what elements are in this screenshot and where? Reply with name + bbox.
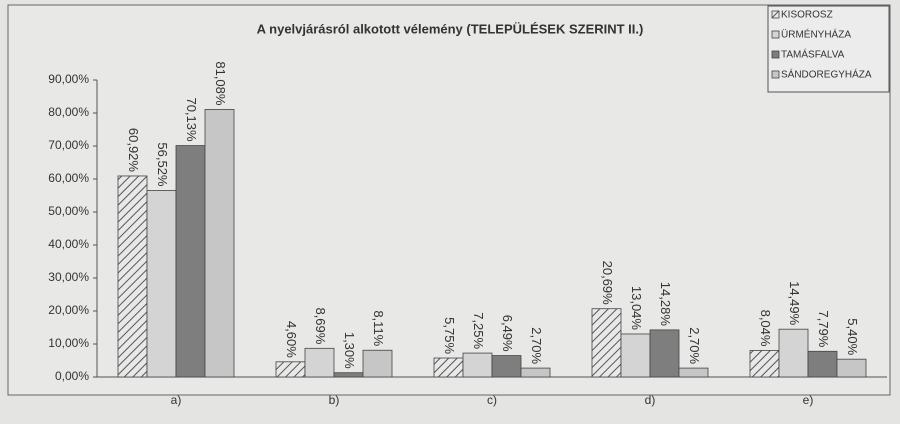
- legend-swatch: [771, 30, 780, 39]
- y-tick-label: 20,00%: [48, 303, 89, 317]
- x-tick-label: a): [171, 393, 182, 407]
- value-label: 20,69%: [600, 261, 615, 306]
- chart-title: A nyelvjárásról alkotott vélemény (TELEP…: [257, 21, 644, 36]
- value-label: 81,08%: [213, 61, 228, 106]
- y-tick-label: 80,00%: [48, 105, 89, 119]
- bar: [175, 145, 206, 378]
- value-label: 7,25%: [471, 312, 486, 349]
- value-label: 14,49%: [787, 281, 802, 326]
- bar: [778, 328, 809, 378]
- value-label: 2,70%: [529, 327, 544, 364]
- y-tick-label: 60,00%: [48, 171, 89, 185]
- bar: [749, 350, 780, 378]
- bar: [491, 355, 522, 378]
- y-tick-label: 50,00%: [48, 204, 89, 218]
- value-label: 56,52%: [155, 142, 170, 187]
- y-tick-label: 0,00%: [55, 369, 89, 383]
- bar: [433, 357, 464, 378]
- legend-swatch: [771, 10, 780, 19]
- value-label: 2,70%: [687, 327, 702, 364]
- value-label: 14,28%: [658, 282, 673, 327]
- bar: [117, 175, 148, 378]
- y-tick-label: 70,00%: [48, 138, 89, 152]
- legend-label: ÜRMÉNYHÁZA: [781, 28, 851, 41]
- legend-box: [767, 5, 890, 93]
- bar: [807, 350, 838, 378]
- x-tick-label: c): [487, 393, 497, 407]
- y-tick-label: 90,00%: [48, 72, 89, 86]
- bar: [362, 349, 393, 378]
- bar: [649, 329, 680, 378]
- x-tick-label: e): [803, 393, 814, 407]
- value-label: 4,60%: [284, 321, 299, 358]
- value-label: 7,79%: [816, 310, 831, 347]
- bar: [462, 352, 493, 378]
- bar: [591, 308, 622, 378]
- bar: [204, 109, 235, 378]
- bar: [275, 361, 306, 378]
- value-label: 5,40%: [845, 318, 860, 355]
- bar: [333, 372, 364, 378]
- x-tick-label: d): [645, 393, 656, 407]
- legend-label: KISOROSZ: [781, 10, 833, 21]
- x-tick-label: b): [329, 393, 340, 407]
- y-tick-label: 30,00%: [48, 270, 89, 284]
- bar: [836, 358, 867, 378]
- value-label: 70,13%: [184, 97, 199, 142]
- value-label: 8,04%: [758, 310, 773, 347]
- value-label: 13,04%: [629, 286, 644, 331]
- legend-swatch: [771, 70, 780, 79]
- value-label: 5,75%: [442, 317, 457, 354]
- value-label: 8,11%: [371, 310, 386, 346]
- legend-label: SÁNDOREGYHÁZA: [781, 68, 872, 81]
- legend-swatch: [771, 50, 780, 59]
- y-tick-label: 10,00%: [48, 336, 89, 350]
- bar: [620, 333, 651, 378]
- value-label: 60,92%: [126, 128, 141, 173]
- value-label: 6,49%: [500, 315, 515, 352]
- value-label: 8,69%: [313, 307, 328, 344]
- legend-label: TAMÁSFALVA: [781, 48, 845, 61]
- bar: [304, 347, 335, 378]
- bar: [520, 367, 551, 378]
- y-tick-label: 40,00%: [48, 237, 89, 251]
- bar: [678, 367, 709, 378]
- value-label: 1,30%: [342, 332, 357, 369]
- bar: [146, 190, 177, 378]
